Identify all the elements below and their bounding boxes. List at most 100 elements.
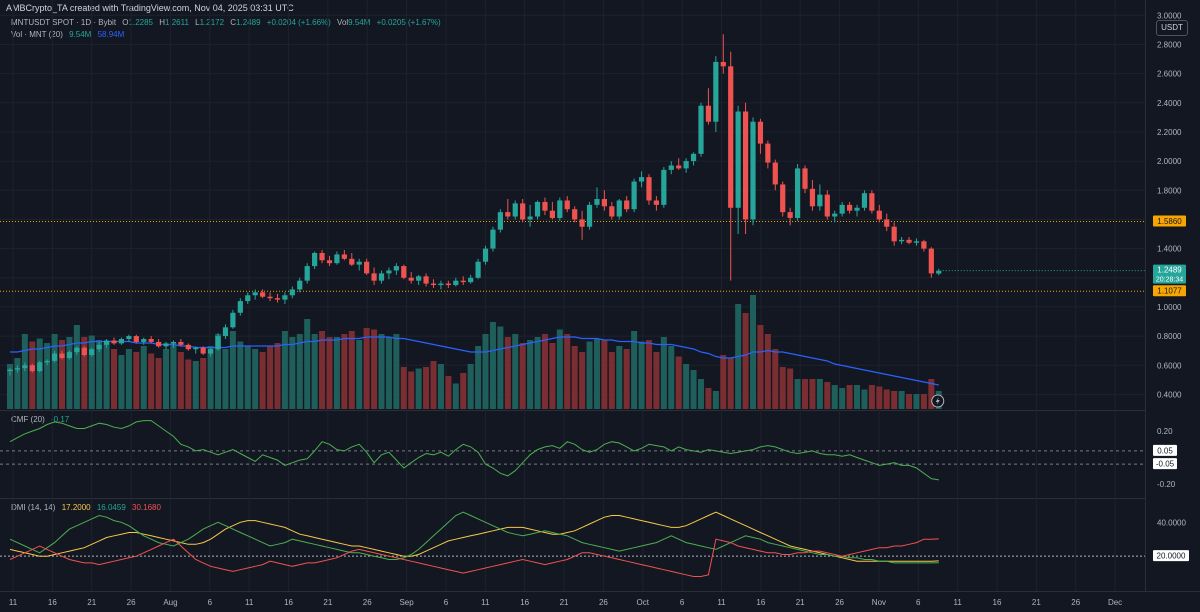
volume-bar [81,337,88,409]
candle [854,204,860,217]
candle-body [103,340,110,345]
volume-bar [408,371,415,409]
candle [505,199,511,220]
candle-body [156,341,162,347]
candle [341,250,347,261]
candle-body [906,239,912,243]
volume-bar [66,337,73,409]
dmi-level-label-0: 20.0000 [1153,550,1189,562]
candle [646,174,652,205]
candle-body [809,188,816,207]
candle-body [237,301,243,313]
level-label-1-text: 1.1077 [1157,287,1182,296]
cmf-label[interactable]: CMF (20) [11,415,45,424]
volume-bar [125,349,132,409]
candle-body [698,105,704,154]
volume-bar [111,349,118,409]
candle [178,339,184,347]
candle-body [468,277,474,283]
volume-bar [779,367,786,409]
candle-body [252,292,258,296]
volume-bar [304,319,311,409]
volume-bar [170,343,177,409]
candle [817,184,823,211]
cmf-tick-1: -0.20 [1157,480,1176,489]
volume-bar [36,338,43,409]
candle [334,251,340,265]
candle [282,292,288,305]
cmf-legend: CMF (20) -0.17 [11,415,73,425]
candle-body [921,241,927,249]
volume-bar [660,337,667,409]
candle [274,293,281,303]
candle-body [936,270,942,274]
price-tick-5: 2.0000 [1157,157,1182,166]
candle-body [750,121,756,220]
time-tick-17: 6 [680,598,685,607]
candle-body [289,289,295,296]
volume-ma-line [10,336,939,386]
candle [312,251,318,270]
candle [490,226,496,252]
candle [698,102,704,157]
volume-bar [913,394,920,409]
candle [29,363,35,373]
candle-body [200,347,206,354]
candle-body [89,349,95,356]
time-tick-0: 11 [9,598,18,607]
volume-bar [601,340,608,409]
pane-separator-dmi[interactable] [0,498,1145,499]
candle-body [475,261,481,278]
volume-bar [742,313,749,409]
volume-bar [356,340,363,409]
volume-bar [378,334,385,409]
candle [728,51,734,281]
candle-body [141,339,147,342]
volume-bar [794,379,801,409]
time-tick-20: 21 [796,598,805,607]
level-label-0-text: 1.5860 [1157,217,1182,226]
volume-bar [608,352,615,409]
candle-body [371,273,377,281]
candle [133,334,139,344]
candle [750,117,756,226]
dmi-label[interactable]: DMI (14, 14) [11,503,56,512]
price-change: +0.0204 (+1.66%) [266,18,331,27]
volume-bar [571,346,578,409]
candle [482,245,489,265]
level-label-1-bg [1153,285,1186,297]
time-tick-13: 16 [520,598,529,607]
volume-indicator-label[interactable]: Vol · MNT (20) [11,30,63,39]
currency-selector[interactable]: USDT [1156,20,1188,36]
candle [936,268,942,276]
time-axis[interactable]: 11 16 21 26 Aug 6 11 16 21 26 Sep 6 11 16 21 26 Oct 6 11 16… [0,591,1200,612]
alert-icon [931,394,945,408]
candle-body [74,347,80,353]
candle [408,271,414,284]
time-axis-labels: 11 16 21 26 Aug 6 11 16 21 26 Sep 6 11 16 21 26 Oct 6 11 16… [9,598,1122,607]
candle-body [297,280,303,290]
candle-body [282,295,288,300]
candle-body [884,219,890,227]
volume-bar [772,349,779,409]
candle-body [66,352,73,358]
candle [594,187,600,208]
volume-bar [259,352,266,409]
candle [542,197,548,216]
candle [51,350,58,363]
candle [468,274,474,284]
candle-body [772,162,778,185]
candle [616,199,622,220]
candle-body [735,111,741,208]
candle-body [341,254,347,259]
volume-bar [163,349,170,409]
symbol-title[interactable]: MNTUSDT SPOT · 1D · Bybit [11,18,117,27]
candle-body [638,177,645,182]
candle [141,337,147,345]
volume-bar [497,326,504,409]
volume-bar [289,337,296,409]
time-tick-16: Oct [637,598,650,607]
volume-bar [727,358,734,409]
pane-separator-cmf[interactable] [0,410,1145,411]
